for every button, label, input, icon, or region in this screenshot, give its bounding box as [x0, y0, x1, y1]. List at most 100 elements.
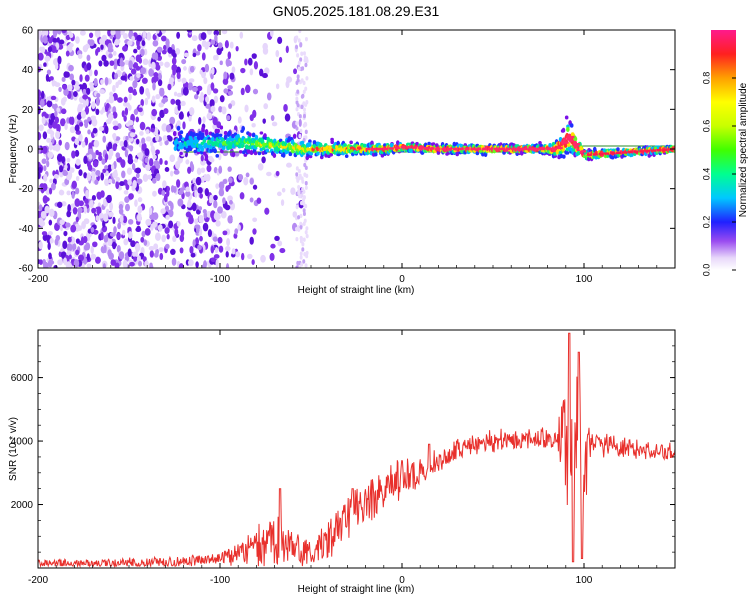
band-core [377, 147, 383, 151]
noise-speck [134, 199, 138, 207]
band-blob [227, 130, 232, 136]
band-core [476, 147, 482, 151]
noise-speck [101, 158, 106, 165]
noise-speck [149, 262, 153, 268]
band-core [534, 147, 540, 151]
noise-speck [112, 120, 119, 126]
noise-speck [117, 97, 123, 103]
noise-speck [302, 113, 306, 119]
noise-speck [229, 200, 233, 205]
noise-speck [135, 65, 141, 71]
noise-speck [191, 35, 198, 42]
noise-speck [155, 232, 161, 241]
colorbar-tick-label: 0.8 [701, 72, 711, 85]
band-core [528, 147, 534, 151]
noise-speck [296, 89, 300, 94]
colorbar-tick-label: 0.4 [701, 168, 711, 181]
noise-speck [99, 38, 106, 45]
noise-speck [107, 30, 112, 37]
band-blob [251, 132, 256, 138]
noise-speck [126, 167, 133, 175]
noise-speck [132, 251, 139, 258]
noise-speck [222, 230, 228, 236]
noise-speck [195, 209, 201, 215]
noise-speck [115, 176, 121, 182]
noise-speck [162, 180, 167, 189]
noise-speck [170, 248, 176, 256]
noise-speck [171, 66, 176, 71]
noise-speck [127, 153, 133, 163]
band-core [627, 150, 633, 154]
spectrogram-ytick-label: 0 [27, 145, 33, 156]
noise-speck [86, 87, 91, 95]
noise-speck [150, 61, 156, 70]
noise-speck [305, 76, 309, 81]
noise-speck [198, 214, 204, 223]
band-core [423, 147, 429, 150]
band-core [598, 152, 604, 156]
noise-speck [176, 31, 181, 39]
noise-speck [95, 256, 101, 264]
noise-speck [229, 41, 234, 49]
noise-speck [52, 121, 58, 129]
band-blob [203, 142, 208, 147]
noise-speck [118, 203, 124, 211]
noise-speck [95, 149, 99, 156]
noise-speck [154, 52, 159, 61]
noise-speck [297, 227, 301, 232]
band-blob [209, 148, 214, 153]
noise-speck [200, 91, 204, 99]
noise-speck [179, 187, 184, 195]
noise-speck [91, 101, 96, 110]
noise-speck [110, 163, 115, 171]
noise-speck [51, 78, 56, 87]
noise-speck [98, 60, 103, 67]
noise-speck [214, 247, 219, 254]
noise-speck [222, 149, 229, 157]
noise-speck [188, 115, 192, 122]
noise-speck [47, 46, 53, 53]
noise-speck [75, 187, 80, 195]
noise-speck [64, 164, 68, 170]
noise-speck [300, 104, 304, 110]
noise-speck [90, 253, 97, 260]
noise-speck [155, 93, 161, 100]
noise-speck [110, 30, 116, 36]
noise-speck [56, 37, 60, 43]
noise-speck [52, 37, 58, 43]
noise-speck [84, 121, 89, 129]
band-blob [248, 132, 252, 137]
band-core [429, 147, 435, 150]
noise-speck [40, 210, 47, 219]
noise-speck [158, 102, 164, 108]
noise-speck [132, 179, 137, 189]
band-blob [307, 142, 312, 147]
band-blob [188, 147, 193, 152]
band-blob [566, 126, 570, 132]
band-blob [586, 156, 591, 162]
spectrogram-xtick-label: -100 [210, 274, 230, 285]
noise-speck [215, 220, 221, 227]
band-blob [223, 135, 228, 141]
band-core [650, 149, 656, 152]
noise-speck [118, 208, 124, 215]
noise-speck [92, 160, 99, 168]
noise-speck [203, 77, 208, 85]
noise-speck [38, 217, 44, 226]
noise-speck [297, 38, 301, 43]
noise-speck [111, 71, 116, 80]
band-core [586, 153, 592, 156]
noise-speck [135, 172, 140, 179]
spectrogram-xtick-label: -200 [28, 274, 48, 285]
noise-speck [91, 170, 96, 179]
noise-speck [237, 224, 241, 231]
noise-speck [65, 222, 71, 228]
noise-speck [159, 252, 164, 261]
noise-speck [152, 82, 156, 91]
noise-speck [136, 34, 143, 42]
noise-speck [299, 221, 303, 227]
noise-speck [240, 67, 246, 74]
noise-speck [262, 47, 269, 55]
band-core [458, 147, 464, 151]
snr-ytick-label: 2000 [11, 500, 34, 511]
